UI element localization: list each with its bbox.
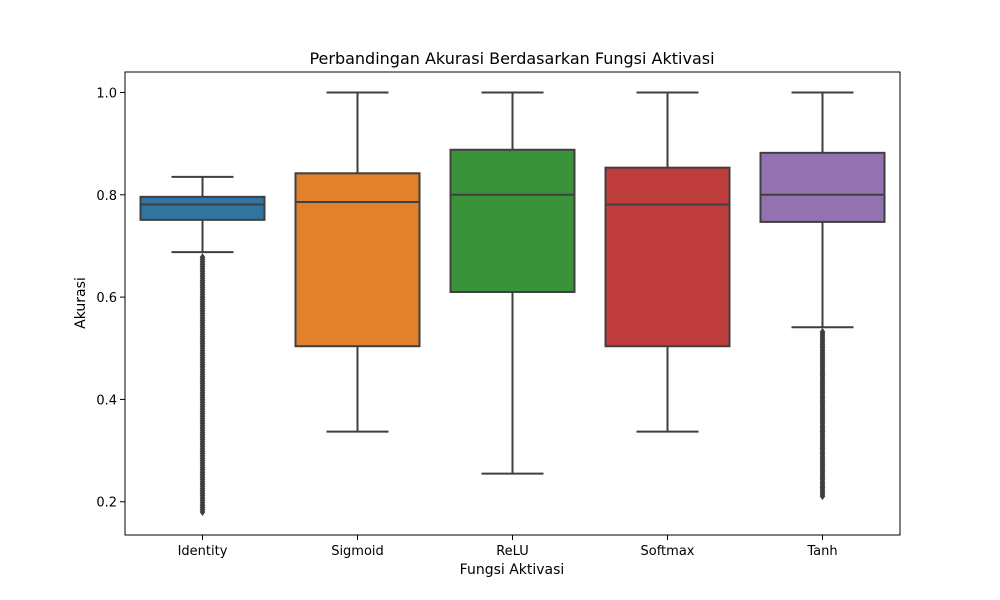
box-iqr bbox=[139, 195, 266, 221]
outlier-point bbox=[199, 507, 206, 517]
x-tick-label: Sigmoid bbox=[331, 544, 384, 559]
x-tick-label: ReLU bbox=[496, 544, 529, 559]
y-tick-label: 0.2 bbox=[96, 496, 117, 511]
x-tick-label: Tanh bbox=[806, 544, 837, 559]
box-group-sigmoid bbox=[294, 91, 421, 433]
box-iqr bbox=[449, 148, 576, 293]
x-axis-label: Fungsi Aktivasi bbox=[460, 562, 565, 578]
box-iqr bbox=[759, 151, 886, 223]
y-tick-label: 0.8 bbox=[96, 189, 117, 204]
x-tick-label: Identity bbox=[178, 544, 228, 559]
box-iqr bbox=[604, 166, 731, 348]
box-iqr bbox=[294, 172, 421, 348]
x-tick-label: Softmax bbox=[641, 544, 695, 559]
box-group-tanh bbox=[759, 91, 886, 501]
outlier-point bbox=[819, 492, 826, 501]
chart-title: Perbandingan Akurasi Berdasarkan Fungsi … bbox=[309, 49, 714, 68]
y-axis-label: Akurasi bbox=[73, 277, 89, 329]
box-group-softmax bbox=[604, 91, 731, 433]
plot-area bbox=[139, 91, 886, 517]
y-tick-label: 1.0 bbox=[96, 86, 117, 101]
box-group-relu bbox=[449, 91, 576, 475]
y-tick-label: 0.4 bbox=[96, 393, 117, 408]
box-group-identity bbox=[139, 175, 266, 517]
y-tick-label: 0.6 bbox=[96, 291, 117, 306]
